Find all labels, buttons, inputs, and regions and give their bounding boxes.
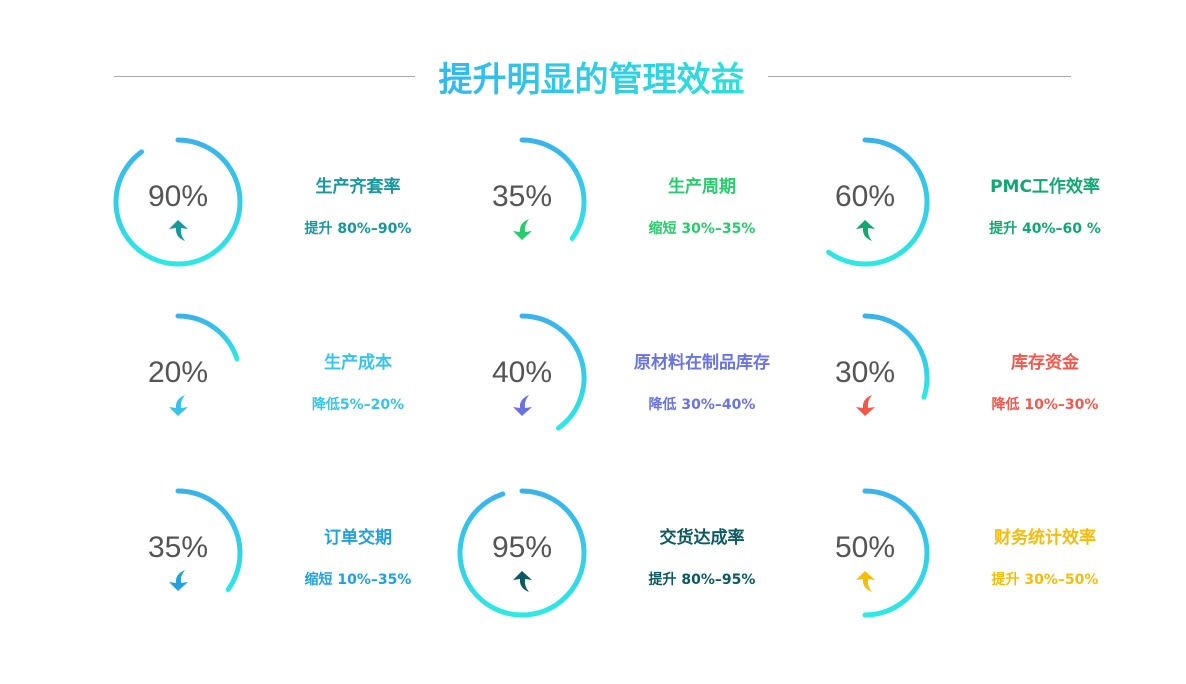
arrow-up-icon xyxy=(856,220,875,241)
metric-title: 财务统计效率 xyxy=(994,528,1096,548)
arrow-up-icon xyxy=(856,571,875,592)
percent-value: 50% xyxy=(834,531,896,564)
metric-description: 提升 40%–60 % xyxy=(989,221,1101,237)
metric-card: 90% 生产齐套率 提升 80%–90% xyxy=(108,132,448,272)
metric-title: 生产成本 xyxy=(324,353,392,373)
progress-ring xyxy=(175,313,240,362)
metric-title: 生产周期 xyxy=(668,177,736,197)
progress-ring xyxy=(862,488,930,618)
metric-description: 提升 80%–95% xyxy=(648,572,756,588)
percent-value: 90% xyxy=(147,180,209,213)
percent-value: 35% xyxy=(491,180,553,213)
progress-arc xyxy=(862,488,930,618)
metric-description: 降低 30%–40% xyxy=(648,397,756,413)
metric-description: 缩短 30%–35% xyxy=(648,221,756,237)
metric-card: 35% 生产周期 缩短 30%–35% xyxy=(452,132,792,272)
percent-value: 35% xyxy=(147,531,209,564)
progress-ring xyxy=(826,137,930,267)
progress-arc xyxy=(175,313,240,362)
percent-value: 40% xyxy=(491,356,553,389)
progress-ring xyxy=(175,488,243,592)
metric-title: PMC工作效率 xyxy=(990,177,1100,197)
metric-description: 提升 30%–50% xyxy=(991,572,1099,588)
arrow-down-icon xyxy=(856,395,875,416)
metric-card: 20% 生产成本 降低5%–20% xyxy=(108,308,448,448)
percent-value: 95% xyxy=(491,531,553,564)
arrow-down-icon xyxy=(169,570,188,591)
metric-description: 提升 80%–90% xyxy=(304,221,412,237)
percent-value: 30% xyxy=(834,356,896,389)
arrow-down-icon xyxy=(169,395,188,416)
metric-card: 30% 库存资金 降低 10%–30% xyxy=(795,308,1135,448)
metric-title: 生产齐套率 xyxy=(315,177,401,197)
arrow-up-icon xyxy=(513,571,532,592)
metric-title: 原材料在制品库存 xyxy=(634,353,770,373)
metric-title: 交货达成率 xyxy=(659,528,745,548)
progress-arc xyxy=(113,137,243,267)
progress-arc xyxy=(862,313,930,400)
metric-card: 35% 订单交期 缩短 10%–35% xyxy=(108,483,448,623)
progress-arc xyxy=(457,488,587,618)
arrow-up-icon xyxy=(169,220,188,241)
progress-arc xyxy=(519,313,587,431)
metric-description: 缩短 10%–35% xyxy=(304,572,412,588)
metric-title: 库存资金 xyxy=(1011,353,1079,373)
metric-description: 降低 10%–30% xyxy=(991,397,1099,413)
title-rule-left xyxy=(114,76,415,77)
metric-card: 40% 原材料在制品库存 降低 30%–40% xyxy=(452,308,792,448)
progress-ring xyxy=(457,488,587,618)
metric-card: 95% 交货达成率 提升 80%–95% xyxy=(452,483,792,623)
metric-card: 50% 财务统计效率 提升 30%–50% xyxy=(795,483,1135,623)
progress-ring xyxy=(862,313,930,400)
arrow-down-icon xyxy=(513,219,532,240)
progress-ring xyxy=(113,137,243,267)
progress-ring xyxy=(519,313,587,431)
metric-card: 60% PMC工作效率 提升 40%–60 % xyxy=(795,132,1135,272)
progress-arc xyxy=(175,488,243,592)
progress-arc xyxy=(826,137,930,267)
metric-title: 订单交期 xyxy=(324,528,392,548)
metric-description: 降低5%–20% xyxy=(311,397,405,413)
progress-arc xyxy=(519,137,587,241)
arrow-down-icon xyxy=(513,395,532,416)
title-rule-right xyxy=(768,76,1071,77)
progress-ring xyxy=(519,137,587,241)
percent-value: 20% xyxy=(147,356,209,389)
page-title: 提升明显的管理效益 xyxy=(415,52,768,101)
percent-value: 60% xyxy=(834,180,896,213)
